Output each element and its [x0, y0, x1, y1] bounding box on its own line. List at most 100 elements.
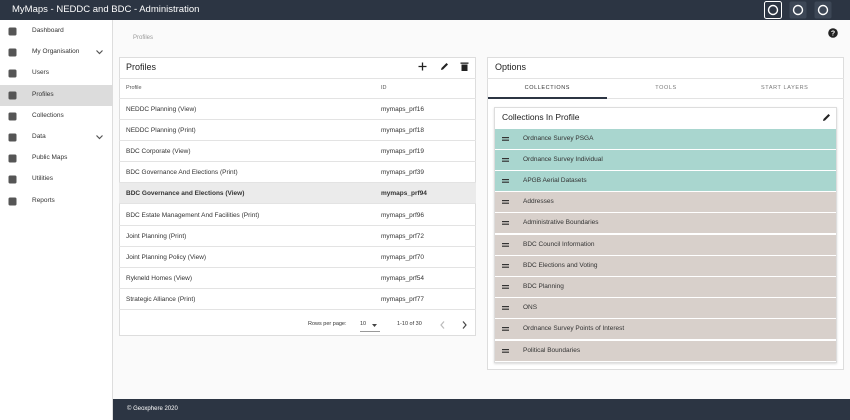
table-row[interactable] [119, 120, 476, 141]
table-row[interactable] [119, 268, 476, 290]
drag-handle[interactable] [502, 284, 509, 289]
collection-row[interactable] [495, 234, 836, 255]
help-button[interactable]: ? [828, 28, 838, 38]
table-row[interactable] [119, 205, 476, 226]
table-row[interactable] [119, 247, 476, 269]
refresh-button[interactable] [764, 1, 782, 19]
language-button[interactable] [789, 1, 807, 19]
page-range: 1-10 of 30 [397, 321, 422, 327]
drag-handle[interactable] [502, 306, 509, 310]
drag-handle[interactable] [502, 136, 509, 141]
app-title: MyMaps - NEDDC and BDC - Administration [12, 4, 200, 15]
collection-label: Ordnance Survey Points of Interest [523, 325, 625, 333]
drag-handle[interactable] [502, 327, 509, 332]
collection-row[interactable] [495, 170, 836, 192]
table-row[interactable] [119, 289, 476, 311]
collection-row[interactable] [495, 276, 836, 298]
collection-row[interactable] [495, 128, 836, 149]
profile-name: BDC Corporate (View) [126, 147, 191, 155]
column-header: Profile [126, 85, 142, 91]
collection-row[interactable] [495, 340, 836, 361]
tab[interactable] [488, 78, 607, 99]
nav-icon [8, 91, 17, 100]
collection-label: BDC Planning [523, 282, 564, 290]
profile-id: mymaps_prf16 [381, 105, 424, 113]
drag-handle[interactable] [502, 242, 509, 247]
drag-handle[interactable] [502, 221, 509, 226]
nav-icon [8, 133, 17, 142]
collection-label: Ordnance Survey Individual [523, 155, 603, 163]
edit-button[interactable] [440, 62, 449, 71]
profile-name: Strategic Alliance (Print) [126, 296, 196, 304]
drag-handle[interactable] [502, 348, 509, 353]
options-title: Options [495, 62, 527, 72]
profile-name: NEDDC Planning (Print) [126, 126, 196, 134]
nav-icon [8, 27, 17, 36]
collection-label: BDC Council Information [523, 240, 595, 248]
drag-handle[interactable] [502, 178, 509, 183]
nav-label: My Organisation [32, 48, 80, 56]
profile-id: mymaps_prf54 [381, 275, 424, 283]
next-page[interactable] [462, 321, 467, 329]
tab-label: TOOLS [655, 85, 677, 91]
top-bar [0, 0, 850, 20]
collection-row[interactable] [495, 255, 836, 276]
nav-icon [8, 48, 17, 57]
profile-id: mymaps_prf94 [381, 190, 427, 198]
table-row[interactable] [119, 99, 476, 120]
nav-label: Dashboard [32, 27, 64, 34]
rows-per-page-label: Rows per page: [308, 321, 347, 327]
table-row[interactable] [119, 141, 476, 163]
profile-name: Rykneld Homes (View) [126, 275, 192, 283]
footer-text: © Geoxphere 2020 [127, 406, 178, 412]
nav-label: Profiles [32, 90, 54, 98]
table-row[interactable] [119, 226, 476, 247]
nav-label: Collections [32, 111, 64, 119]
drag-handle[interactable] [502, 200, 509, 204]
nav-label: Data [32, 133, 46, 140]
table-header [119, 78, 476, 99]
collection-row[interactable] [495, 213, 836, 234]
nav-label: Users [32, 69, 49, 77]
collection-label: Political Boundaries [523, 346, 581, 354]
collection-row[interactable] [495, 298, 836, 319]
table-row[interactable] [119, 162, 476, 184]
profile-id: mymaps_prf70 [381, 253, 424, 261]
delete-button[interactable] [460, 62, 469, 71]
collection-row[interactable] [495, 319, 836, 340]
nav-icon [8, 69, 17, 78]
column-header: ID [381, 85, 387, 91]
add-button[interactable] [418, 62, 427, 71]
collection-label: Ordnance Survey PSGA [523, 134, 594, 142]
drag-handle[interactable] [502, 263, 509, 268]
logout-button[interactable] [814, 1, 832, 19]
nav-label: Public Maps [32, 154, 68, 162]
expand-chevron [96, 135, 103, 140]
profile-id: mymaps_prf19 [381, 147, 424, 155]
profile-name: BDC Governance And Elections (Print) [126, 169, 238, 177]
collection-label: BDC Elections and Voting [523, 261, 598, 269]
edit-collections[interactable] [822, 113, 831, 122]
profile-name: BDC Estate Management And Facilities (Pr… [126, 211, 260, 219]
profile-id: mymaps_prf18 [381, 126, 424, 134]
collection-row[interactable] [495, 149, 836, 170]
drag-handle[interactable] [502, 157, 509, 162]
profile-name: Joint Planning Policy (View) [126, 253, 207, 261]
table-row[interactable] [119, 183, 476, 205]
tab-label: START LAYERS [761, 85, 809, 91]
nav-item[interactable] [0, 84, 113, 106]
profile-id: mymaps_prf77 [381, 296, 424, 304]
svg-text:?: ? [831, 31, 835, 38]
nav-label: Utilities [32, 175, 53, 183]
rows-per-page-select[interactable]: 10 [360, 321, 380, 332]
collection-label: APGB Aerial Datasets [523, 176, 587, 184]
prev-page[interactable] [440, 321, 445, 329]
profiles-title: Profiles [126, 62, 157, 72]
tab-label: COLLECTIONS [524, 85, 571, 91]
profile-id: mymaps_prf96 [381, 211, 424, 219]
profile-name: Joint Planning (Print) [126, 232, 187, 240]
profile-id: mymaps_prf39 [381, 169, 424, 177]
collection-row[interactable] [495, 192, 836, 213]
nav-icon [8, 112, 17, 121]
